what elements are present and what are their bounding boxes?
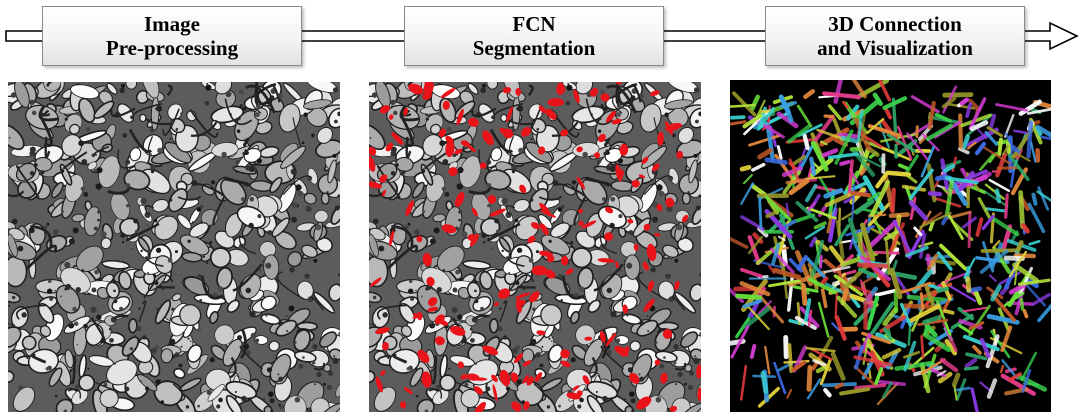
3d-reconstruction-render — [730, 80, 1051, 412]
stage-2-title: FCN — [512, 12, 556, 36]
stage-1-subtitle: Pre-processing — [105, 36, 239, 60]
stage-fcn-segmentation: FCN Segmentation — [404, 6, 664, 66]
cell-texture — [369, 82, 701, 412]
stage-3-title: 3D Connection — [828, 12, 962, 36]
reconstruction-panel — [730, 80, 1051, 412]
mitochondria-3d-strands — [730, 80, 1051, 412]
stage-3-subtitle: and Visualization — [817, 36, 973, 60]
mitochondria-overlay — [369, 82, 701, 412]
segmentation-overlay-image — [369, 82, 701, 412]
segmentation-panel — [369, 82, 701, 412]
electron-microscopy-image — [8, 82, 340, 412]
stage-3d-connection: 3D Connection and Visualization — [765, 6, 1025, 66]
em-image-panel — [8, 82, 340, 412]
stage-1-title: Image — [144, 12, 200, 36]
stage-image-preprocessing: Image Pre-processing — [42, 6, 302, 66]
stage-2-subtitle: Segmentation — [472, 36, 596, 60]
cell-texture — [8, 82, 340, 412]
